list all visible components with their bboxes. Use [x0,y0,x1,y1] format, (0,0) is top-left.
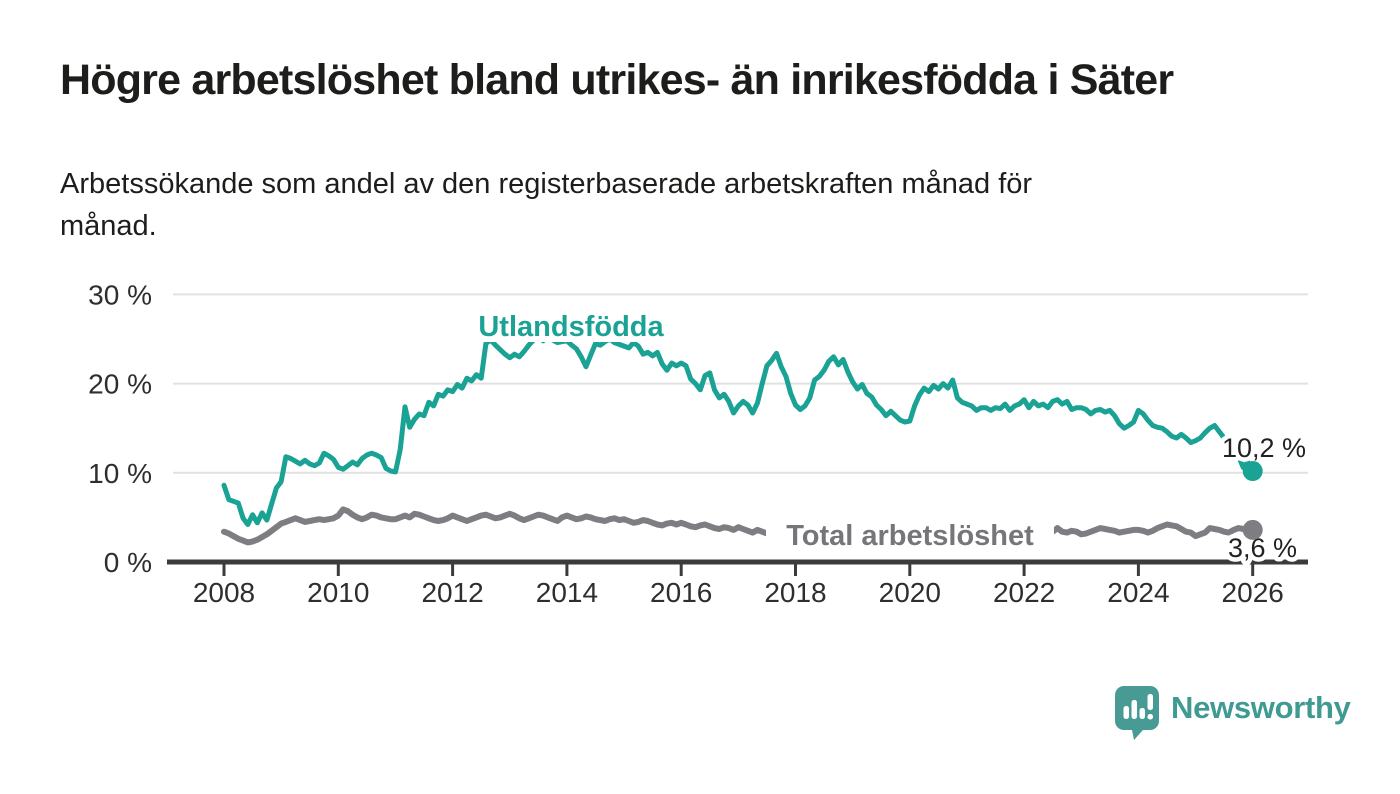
x-tick-label: 2018 [764,577,826,608]
y-tick-label: 10 % [88,458,152,489]
x-tick-label: 2020 [879,577,941,608]
x-tick-label: 2022 [993,577,1055,608]
series-label-utlandsfodda-backdrop [466,306,676,342]
exclamation-dot [1147,714,1153,720]
speech-bubble-bar-chart-icon [1115,686,1159,740]
series-label-total: Total arbetslöshet [786,520,1034,552]
x-tick-label: 2016 [650,577,712,608]
subtitle-line-1: Arbetssökande som andel av den registerb… [60,168,1033,200]
subtitle-line-2: månad. [60,210,157,243]
series-label-total-backdrop [766,518,1054,551]
series-end-dot-total [1242,519,1263,540]
series-line-total [221,506,1256,546]
chart-subtitle: Arbetssökande som andel av den registerb… [60,163,1032,247]
exclamation-stem [1147,694,1153,710]
x-tick-label: 2010 [307,577,369,608]
value-label-utlandsfodda: 10,2 % [1222,433,1306,463]
x-tick-label: 2026 [1222,577,1284,608]
y-tick-label: 20 % [88,369,152,400]
newsworthy-logo: Newsworthy [1115,686,1351,740]
brand-name: Newsworthy [1171,690,1351,725]
y-tick-label: 30 % [88,279,152,310]
series-label-utlandsfodda: Utlandsfödda [478,311,664,343]
logo-bars [1123,694,1153,720]
value-label-total: 3,6 % [1228,533,1297,563]
series-line-utlandsfodda [221,332,1256,527]
page-title: Högre arbetslöshet bland utrikes- än inr… [60,56,1174,104]
x-tick-label: 2014 [536,577,598,608]
series-end-dot-utlandsfodda [1242,461,1263,482]
y-tick-label: 0 % [104,547,152,578]
x-tick-label: 2012 [421,577,483,608]
x-tick-label: 2008 [193,577,255,608]
x-tick-label: 2024 [1107,577,1169,608]
